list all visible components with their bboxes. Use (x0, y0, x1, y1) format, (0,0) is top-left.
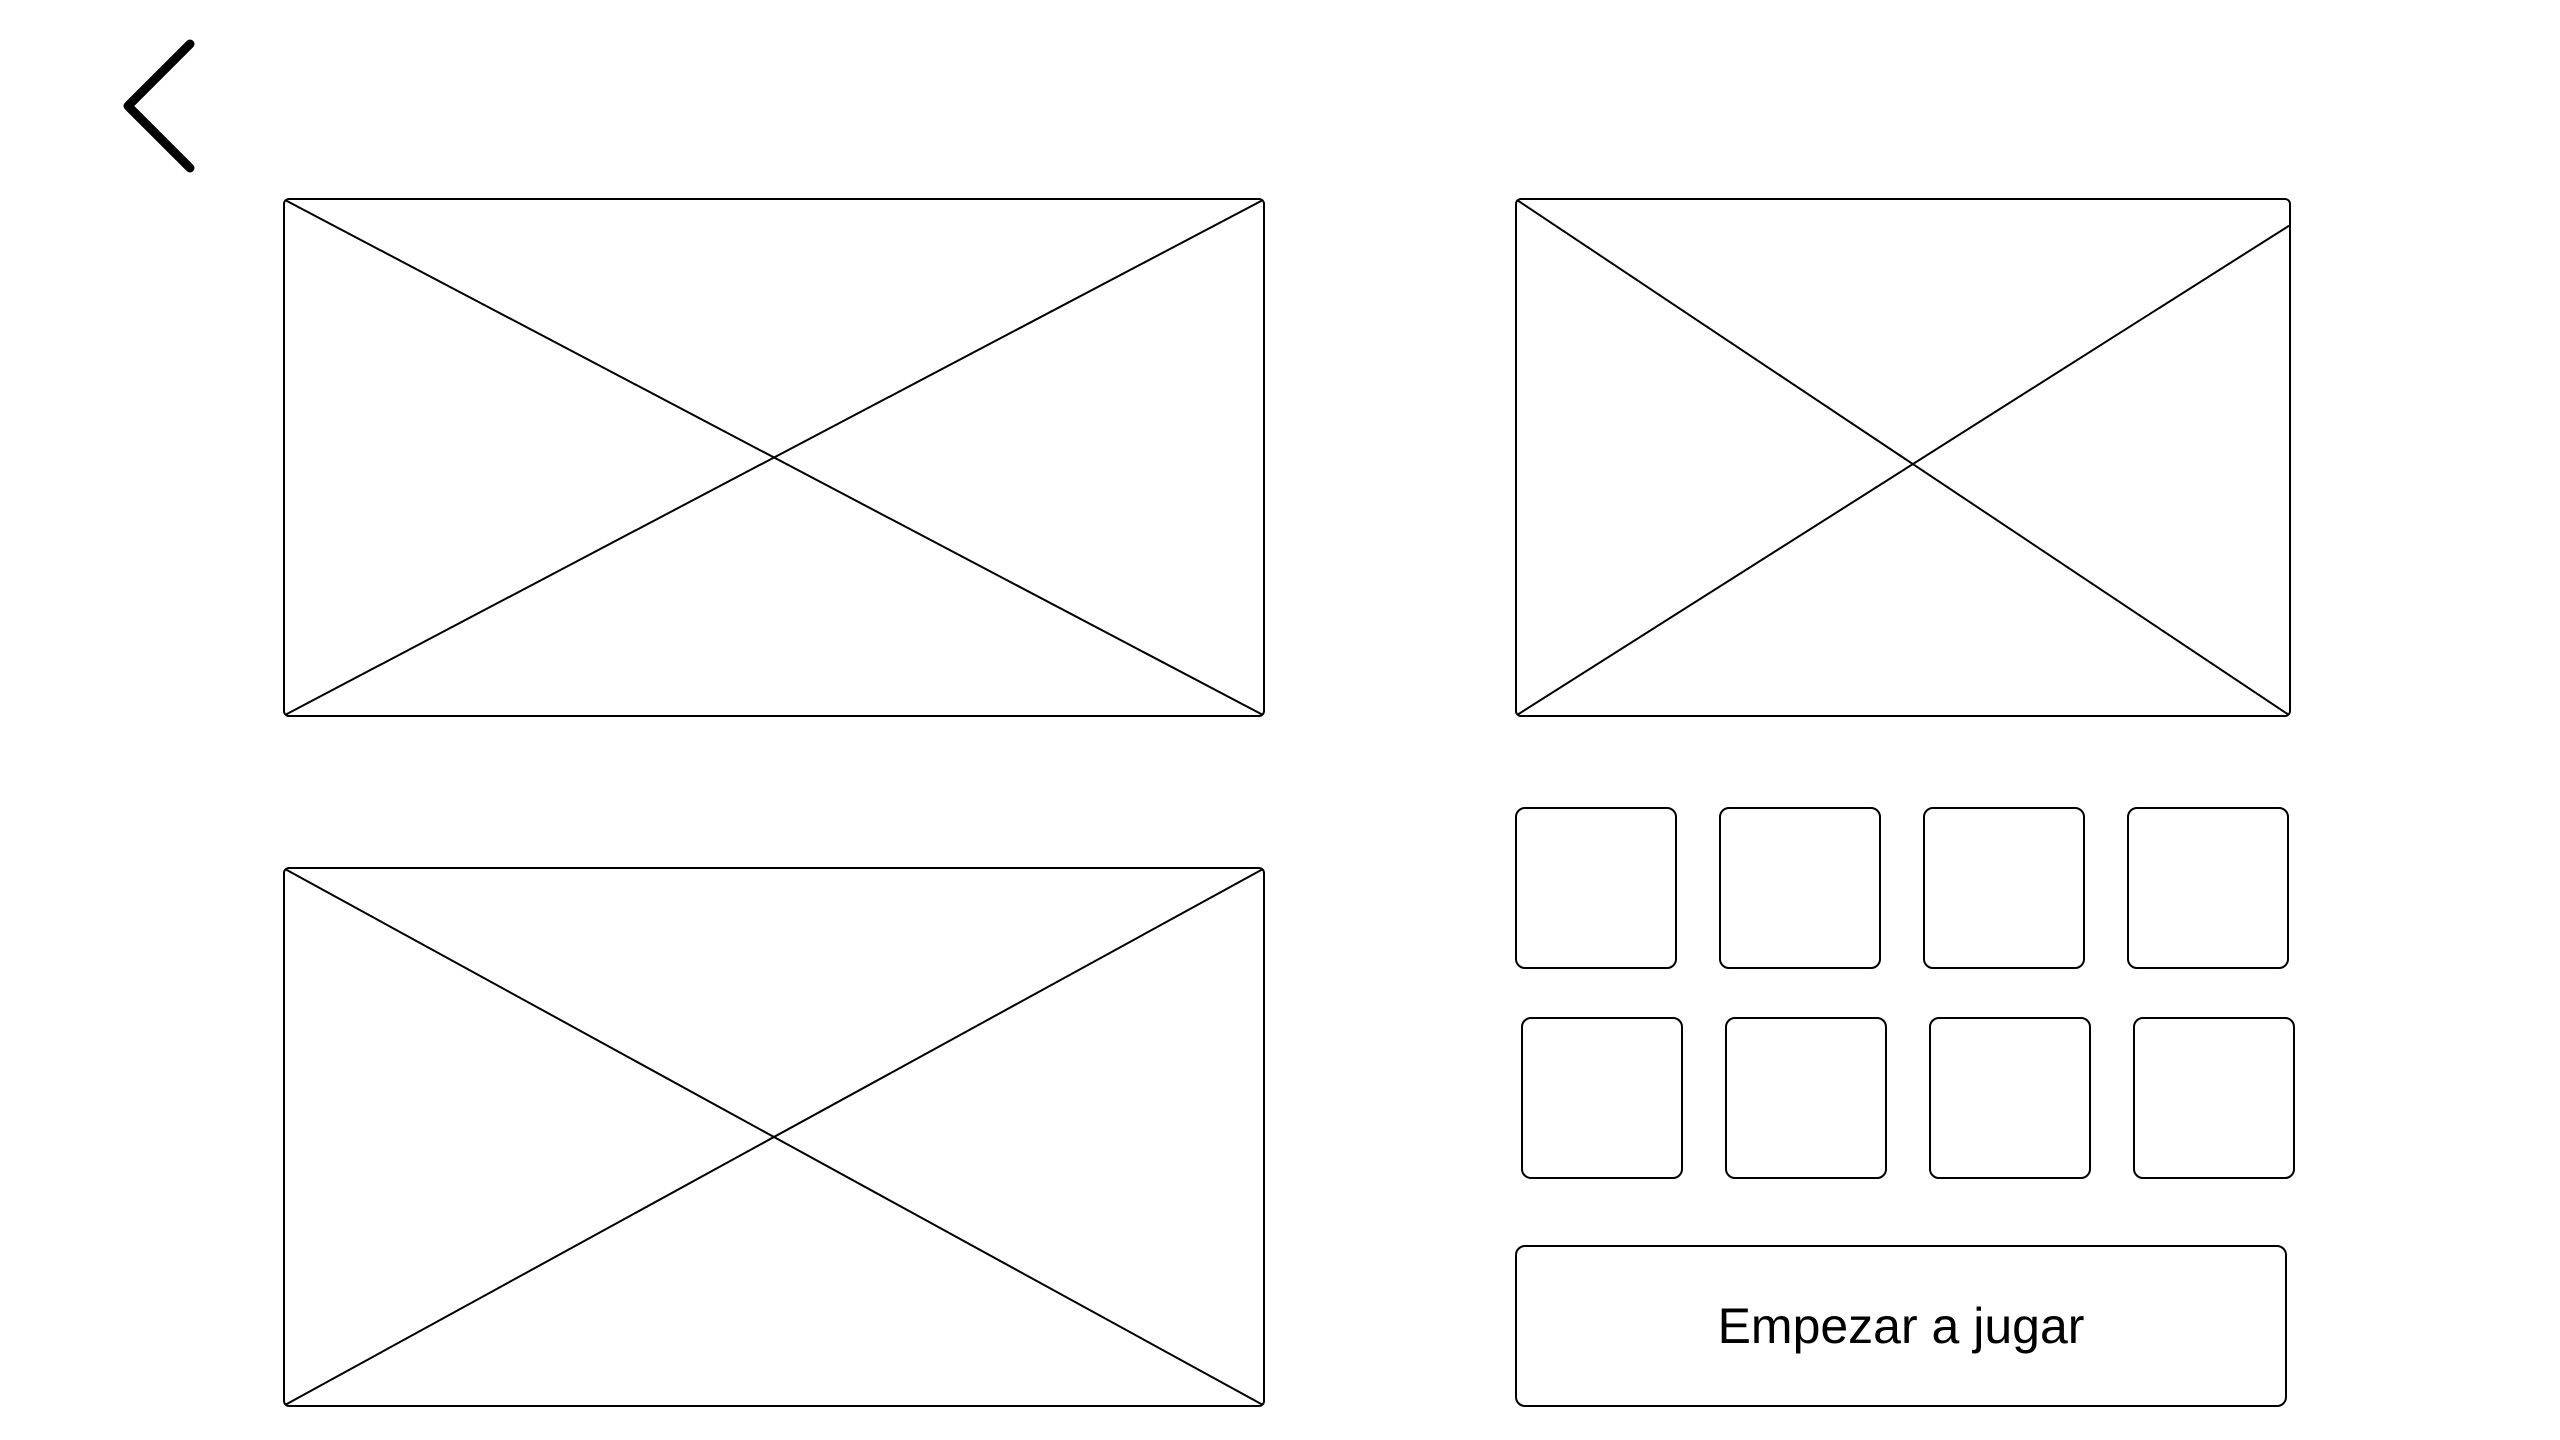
back-button[interactable] (110, 30, 210, 180)
option-tile[interactable] (1719, 807, 1881, 969)
option-tile[interactable] (1725, 1017, 1887, 1179)
option-tile[interactable] (1515, 807, 1677, 969)
start-game-label: Empezar a jugar (1717, 1298, 2085, 1354)
start-game-button[interactable]: Empezar a jugar (1515, 1245, 2287, 1407)
option-tile[interactable] (1923, 807, 2085, 969)
option-tile[interactable] (1929, 1017, 2091, 1179)
image-placeholder-icon (285, 200, 1263, 715)
chevron-left-icon (123, 39, 195, 173)
image-placeholder-icon (285, 869, 1263, 1405)
image-placeholder-bottom-left (283, 867, 1265, 1407)
option-tile[interactable] (2127, 807, 2289, 969)
option-tile[interactable] (2133, 1017, 2295, 1179)
image-placeholder-top-left (283, 198, 1265, 717)
image-placeholder-icon (1517, 200, 2289, 715)
option-tile[interactable] (1521, 1017, 1683, 1179)
image-placeholder-top-right (1515, 198, 2291, 717)
